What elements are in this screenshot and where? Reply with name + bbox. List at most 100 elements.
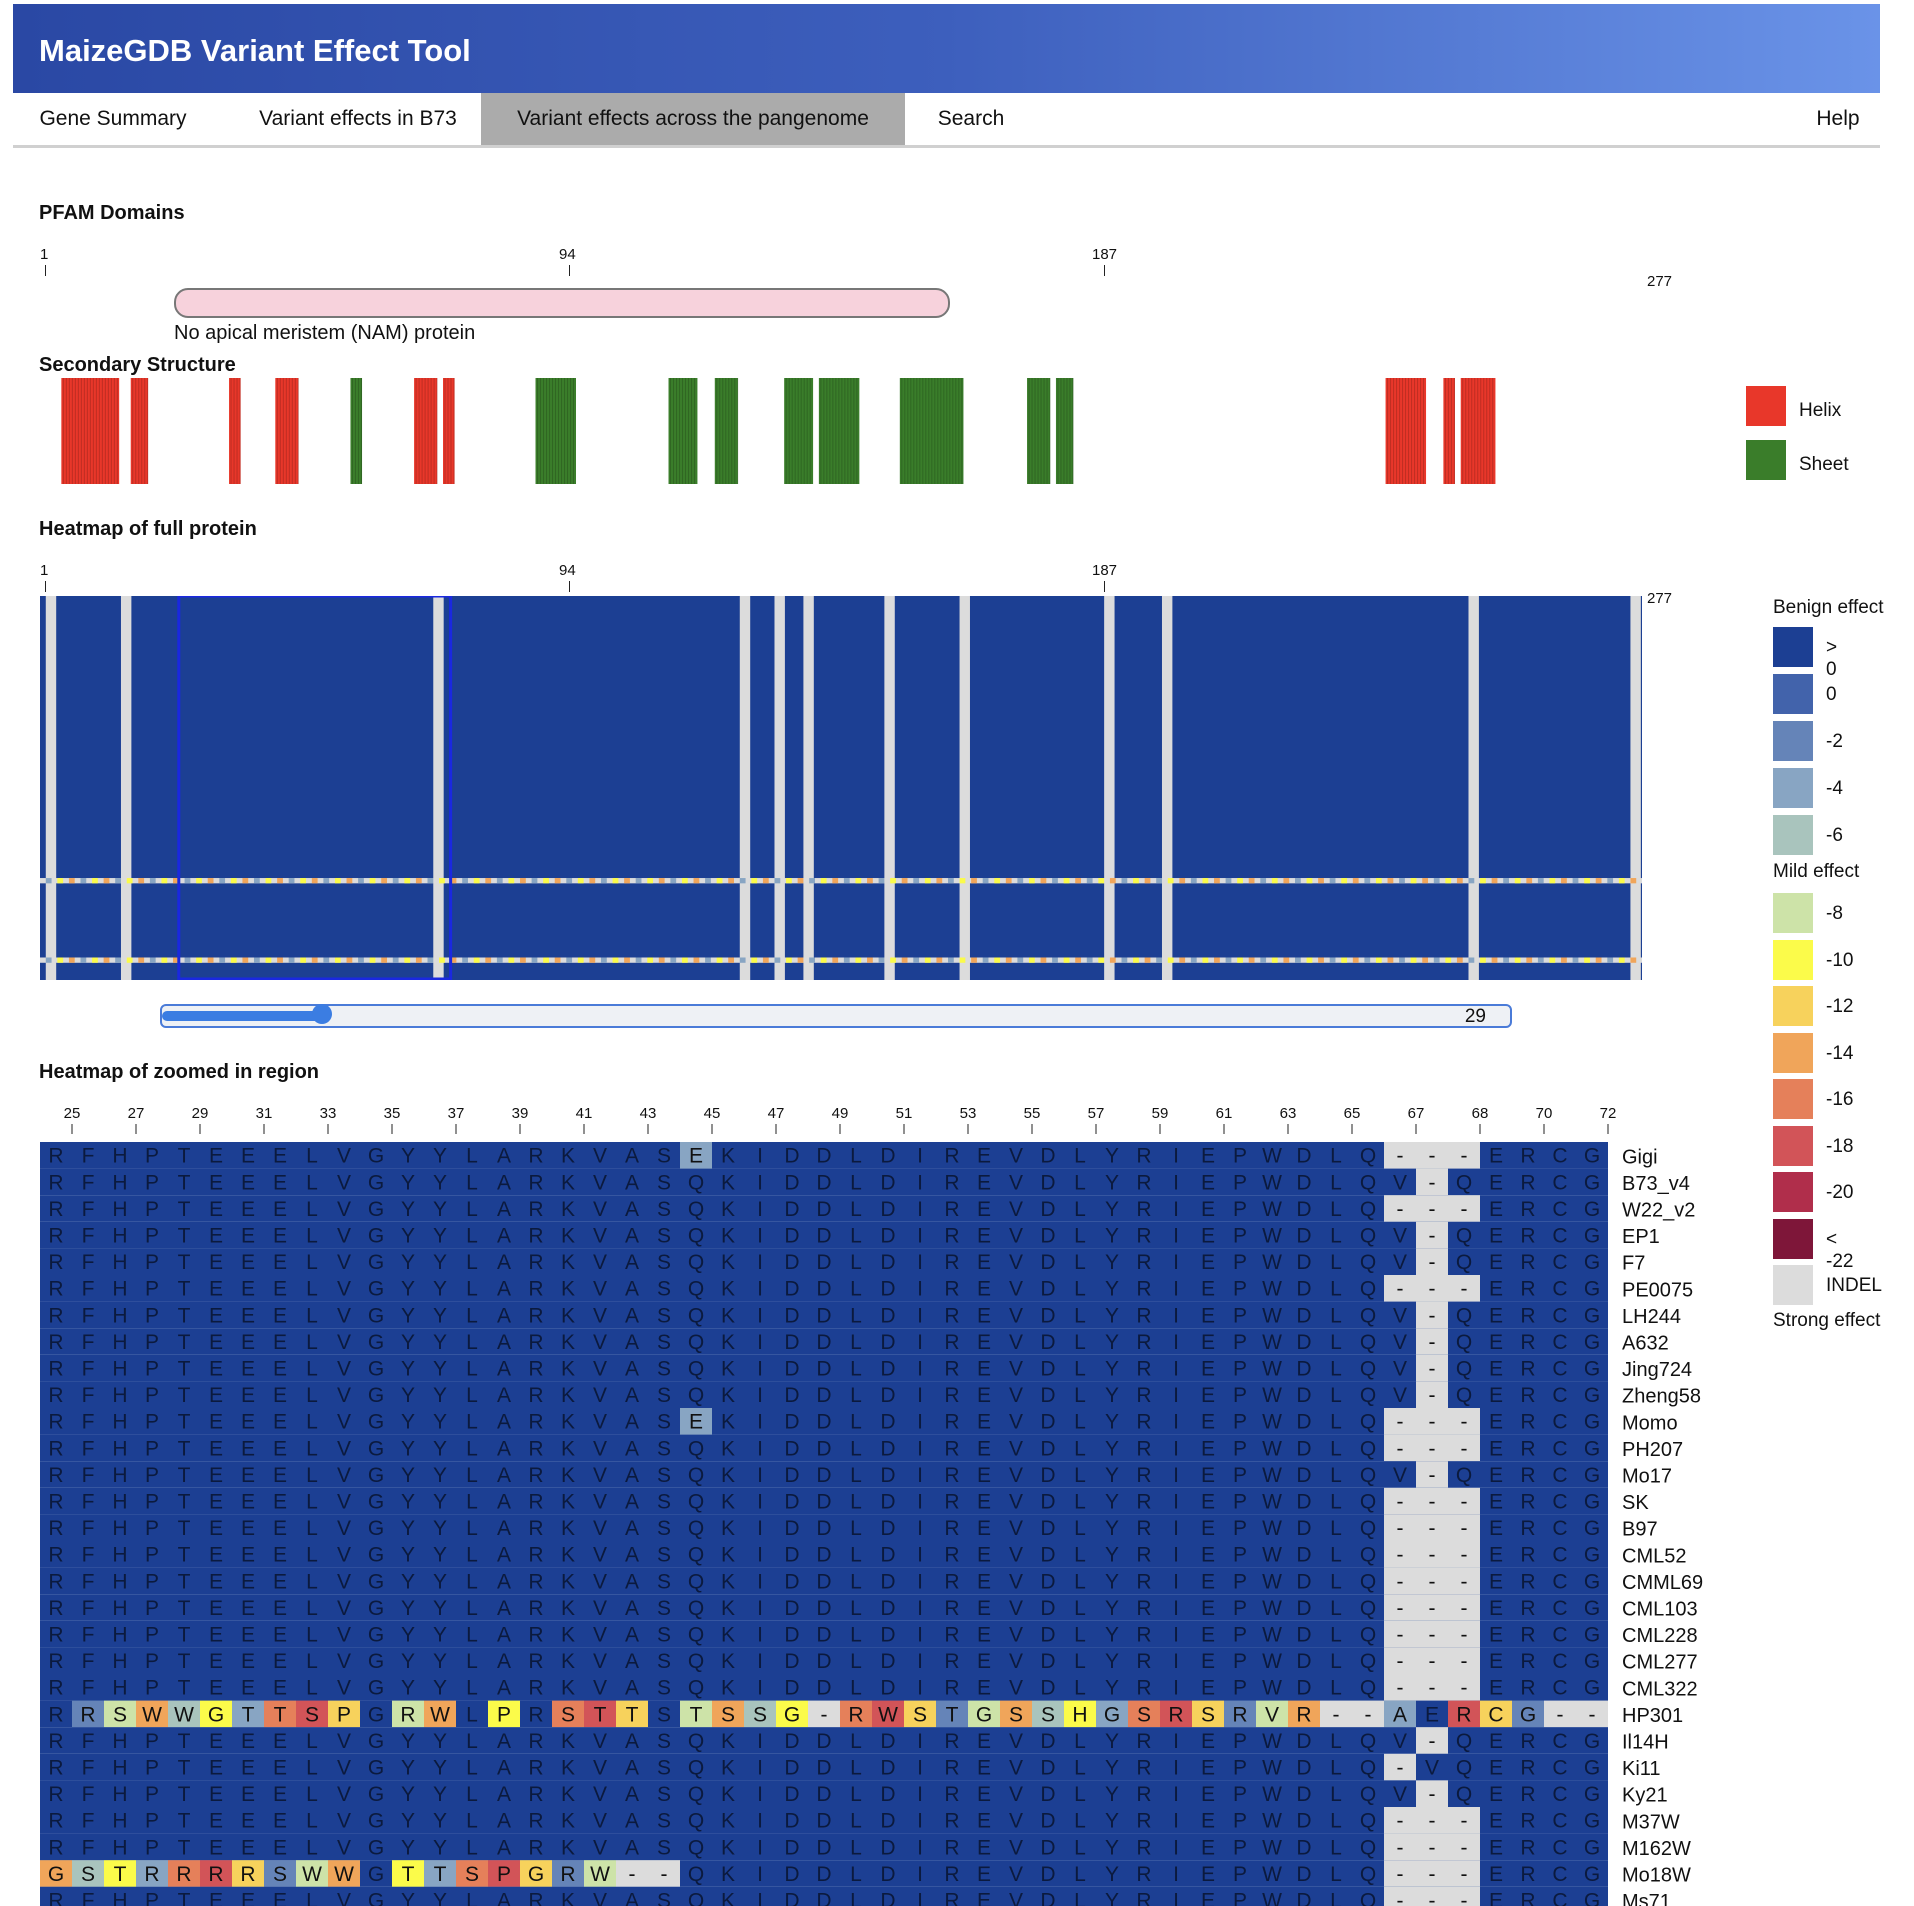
zoom-cell-residue: V [1009, 1251, 1023, 1274]
zoom-cell-residue: C [1552, 1331, 1567, 1354]
zoom-cell-residue: D [1296, 1757, 1311, 1780]
zoom-cell-residue: R [944, 1198, 959, 1221]
zoom-cell-residue: - [661, 1863, 668, 1886]
zoom-cell-residue: I [1173, 1810, 1179, 1833]
zoom-cell-residue: D [816, 1730, 831, 1753]
zoom-cell-residue: D [784, 1437, 799, 1460]
tab-gene-summary[interactable]: Gene Summary [39, 107, 187, 130]
tab-variant-effects-b73[interactable]: Variant effects in B73 [259, 107, 457, 130]
zoom-cell-residue: L [466, 1491, 478, 1514]
zoom-cell-residue: D [1040, 1836, 1055, 1859]
zoom-cell-residue: E [273, 1650, 287, 1673]
pfam-domain-bar[interactable] [174, 288, 950, 318]
zoom-heatmap[interactable]: 25 27 29 31 33 35 37 39 41 43 45 47 49 51 53 55 57 59 61 63… [0, 1100, 1740, 1906]
zoom-cell-residue: T [178, 1251, 191, 1274]
zoom-cell-residue: D [1040, 1278, 1055, 1301]
zoom-cell-residue: G [1584, 1836, 1600, 1859]
zoom-cell-residue: F [82, 1836, 95, 1859]
zoom-cell-residue: P [1233, 1278, 1247, 1301]
zoom-cell-residue: W [1262, 1251, 1282, 1274]
zoom-row [40, 1753, 1608, 1781]
zoom-cell-residue: L [1074, 1890, 1086, 1906]
zoom-cell-residue: E [1489, 1304, 1503, 1327]
zoom-cell-residue: Q [688, 1544, 704, 1567]
zoom-window-box[interactable] [177, 596, 453, 980]
zoom-tick-label: 35 [384, 1105, 401, 1122]
zoom-cell-residue: L [306, 1491, 318, 1514]
zoom-cell-residue: R [528, 1624, 543, 1647]
zoom-cell-residue: K [561, 1783, 575, 1806]
zoom-cell-residue: T [178, 1757, 191, 1780]
zoom-cell-residue: W [1262, 1650, 1282, 1673]
zoom-cell-residue: L [850, 1597, 862, 1620]
zoom-cell-residue: A [497, 1384, 511, 1407]
zoom-cell-residue: - [1429, 1331, 1436, 1354]
zoom-cell-residue: S [657, 1437, 671, 1460]
full-protein-heatmap[interactable] [40, 596, 1642, 980]
zoom-cell-residue: L [466, 1730, 478, 1753]
position-slider[interactable]: 29 [160, 1004, 1512, 1028]
zoom-cell-residue: F [82, 1491, 95, 1514]
zoom-cell-residue: V [337, 1677, 351, 1700]
zoom-cell-residue: - [1429, 1278, 1436, 1301]
zoom-cell-residue: P [145, 1198, 159, 1221]
zoom-cell-residue: R [1520, 1783, 1535, 1806]
pfam-tickmark-1 [45, 265, 46, 276]
zoom-cell-residue: D [816, 1491, 831, 1514]
slider-fill [162, 1011, 322, 1021]
zoom-cell-residue: L [850, 1890, 862, 1906]
zoom-cell-residue: K [721, 1677, 735, 1700]
zoom-cell-residue: R [944, 1437, 959, 1460]
zoom-cell-residue: E [1489, 1384, 1503, 1407]
zoom-cell-residue: Q [688, 1278, 704, 1301]
zoom-cell-residue: E [977, 1198, 991, 1221]
zoom-cell-residue: L [850, 1677, 862, 1700]
zoom-cell-residue: I [917, 1198, 923, 1221]
tab-variant-effects-pangenome[interactable]: Variant effects across the pangenome [481, 93, 905, 145]
zoom-cell-residue: E [1201, 1278, 1215, 1301]
zoom-cell-residue: D [1296, 1225, 1311, 1248]
zoom-cell-residue: D [1040, 1863, 1055, 1886]
zoom-cell-residue: E [1201, 1810, 1215, 1833]
zoom-cell-residue: D [1040, 1251, 1055, 1274]
zoom-cell-residue: Q [1360, 1331, 1376, 1354]
slider-thumb[interactable] [312, 1004, 332, 1024]
zoom-cell-residue: I [1173, 1730, 1179, 1753]
zoom-cell-residue: K [561, 1836, 575, 1859]
zoom-row-name: SK [1622, 1492, 1649, 1514]
tab-help[interactable]: Help [1816, 107, 1860, 130]
zoom-cell-residue: G [1584, 1730, 1600, 1753]
zoom-cell-residue: P [1233, 1810, 1247, 1833]
zoom-cell-residue: Q [1360, 1836, 1376, 1859]
zoom-cell-residue: F [82, 1597, 95, 1620]
zoom-cell-residue: D [1040, 1411, 1055, 1434]
zoom-cell-residue: E [977, 1437, 991, 1460]
zoom-cell-residue: - [1429, 1863, 1436, 1886]
zoom-cell-residue: F [82, 1464, 95, 1487]
zoom-cell-residue: E [1201, 1251, 1215, 1274]
zoom-cell-residue: L [1074, 1757, 1086, 1780]
zoom-cell-residue: Y [433, 1836, 447, 1859]
zoom-cell-residue: - [1461, 1624, 1468, 1647]
zoom-row [40, 1780, 1608, 1807]
zoom-cell-residue: K [561, 1331, 575, 1354]
zoom-row-name: PH207 [1622, 1439, 1683, 1461]
zoom-cell-residue: R [944, 1597, 959, 1620]
zoom-cell-residue: E [241, 1171, 255, 1194]
tab-search[interactable]: Search [937, 107, 1005, 130]
zoom-cell-residue: I [1173, 1437, 1179, 1460]
zoom-cell-residue: I [1173, 1358, 1179, 1381]
zoom-cell-residue: C [1552, 1225, 1567, 1248]
zoom-cell-residue: E [273, 1331, 287, 1354]
zoom-cell-residue: G [368, 1810, 384, 1833]
zoom-cell-residue: I [917, 1570, 923, 1593]
zoom-cell-residue: I [1173, 1757, 1179, 1780]
zoom-row-name: CML277 [1622, 1652, 1698, 1674]
zoom-cell-residue: T [178, 1411, 191, 1434]
zoom-cell-residue: V [1009, 1757, 1023, 1780]
zoom-cell-residue: Q [688, 1437, 704, 1460]
zoom-cell-residue: G [1584, 1650, 1600, 1673]
zoom-row-name: Zheng58 [1622, 1386, 1701, 1408]
zoom-row-name: Mo18W [1622, 1864, 1691, 1886]
ss-segment-sheet [1027, 378, 1051, 484]
